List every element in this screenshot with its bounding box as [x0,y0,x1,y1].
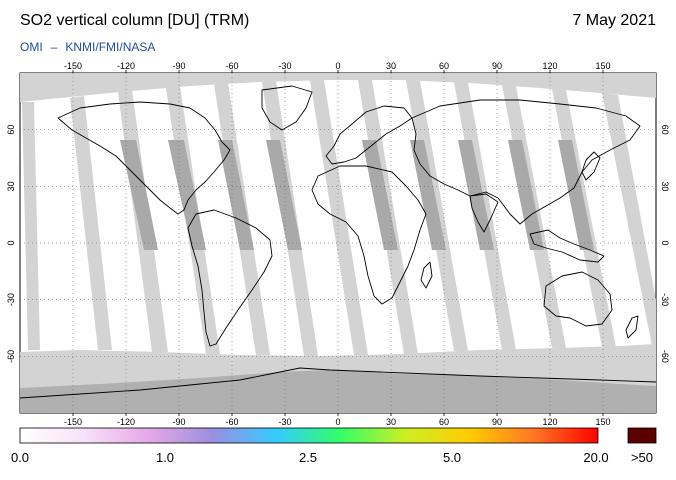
colorbar [19,427,657,444]
greenland-coast [261,85,313,131]
lon-tick-label-top: -30 [278,61,291,71]
swath-gap [602,93,656,346]
south-america-coast [187,209,273,347]
asia-coast [411,99,641,225]
lat-tick-label-right: -30 [660,293,670,306]
lat-tick-label-left: -60 [6,350,16,363]
axis-ticks: -150 -150 -120 -120 -90 -90 -60 -60 -30 -30 0 0 30 30… [6,61,670,427]
colorbar-label: 1.0 [155,450,175,465]
map-layers [20,73,656,413]
overlap-band [168,140,206,250]
colorbar-ramp [20,428,598,443]
lon-tick-label-bottom: 150 [595,417,610,427]
antarctica-overlap-region [20,370,656,413]
lon-tick-label-top: 150 [595,61,610,71]
lat-tick-label-right: 60 [660,125,670,135]
colorbar-frame [19,427,599,444]
lat-tick-label-right: -60 [660,350,670,363]
swath-gap [70,96,112,350]
lon-tick-label-top: -90 [172,61,185,71]
overlap-band [410,140,446,250]
overlap-band [266,140,302,250]
colorbar-overflow-label: >50 [630,450,654,465]
overlap-band [120,140,158,250]
lon-tick-label-bottom: -90 [172,417,185,427]
overlap-band [508,140,544,250]
colorbar-label: 2.5 [298,450,318,465]
credit-line: OMI – KNMI/FMI/NASA [20,40,155,54]
lat-tick-label-left: 0 [6,240,16,245]
madagascar-coast [420,261,433,289]
credit-instrument: OMI [20,40,43,54]
lon-tick-label-bottom: -60 [225,417,238,427]
lat-tick-label-left: -30 [6,293,16,306]
lon-tick-label-bottom: 120 [542,417,557,427]
lon-tick-label-bottom: 0 [335,417,340,427]
graticule [20,73,656,413]
colorbar-label: 5.0 [442,450,462,465]
swath-gap [22,102,40,350]
lat-tick-label-right: 0 [660,240,670,245]
colorbar-label-min: 0.0 [10,450,30,465]
new-zealand-coast [625,315,639,339]
lon-tick-label-top: -150 [64,61,82,71]
lon-tick-label-top: 120 [542,61,557,71]
antarctica-coast [20,367,656,399]
colorbar-overflow-swatch [627,427,657,444]
lon-tick-label-top: 90 [492,61,502,71]
swath-gap [310,80,368,355]
lat-tick-label-left: 30 [6,181,16,191]
australia-coast [543,271,613,327]
lat-tick-label-right: 30 [660,181,670,191]
lon-tick-label-top: -120 [117,61,135,71]
europe-coast [325,105,413,165]
lon-tick-label-bottom: -120 [117,417,135,427]
credit-agencies: KNMI/FMI/NASA [65,40,156,54]
lon-tick-label-bottom: 30 [386,417,396,427]
lon-tick-label-bottom: 60 [439,417,449,427]
north-america-coast [57,101,231,215]
lon-tick-label-bottom: 90 [492,417,502,427]
north-nodata-region [20,73,656,102]
lon-tick-label-top: -60 [225,61,238,71]
lon-tick-label-top: 0 [335,61,340,71]
overlap-band [558,140,594,250]
map-frame-group: -150 -150 -120 -120 -90 -90 -60 -60 -30 -30 0 0 30 30… [6,61,670,427]
map-date: 7 May 2021 [572,12,656,29]
credit-separator: – [50,40,58,54]
india-coast [469,193,499,233]
map-title: SO2 vertical column [DU] (TRM) [20,12,250,29]
coastlines [20,85,656,399]
lon-tick-label-bottom: -150 [64,417,82,427]
japan-coast [581,151,601,181]
lon-tick-label-top: 60 [439,61,449,71]
lon-tick-label-bottom: -30 [278,417,291,427]
maritime-asia-coast [529,229,605,263]
lon-tick-label-top: 30 [386,61,396,71]
lat-tick-label-left: 60 [6,125,16,135]
colorbar-label-max: 20.0 [583,450,609,465]
